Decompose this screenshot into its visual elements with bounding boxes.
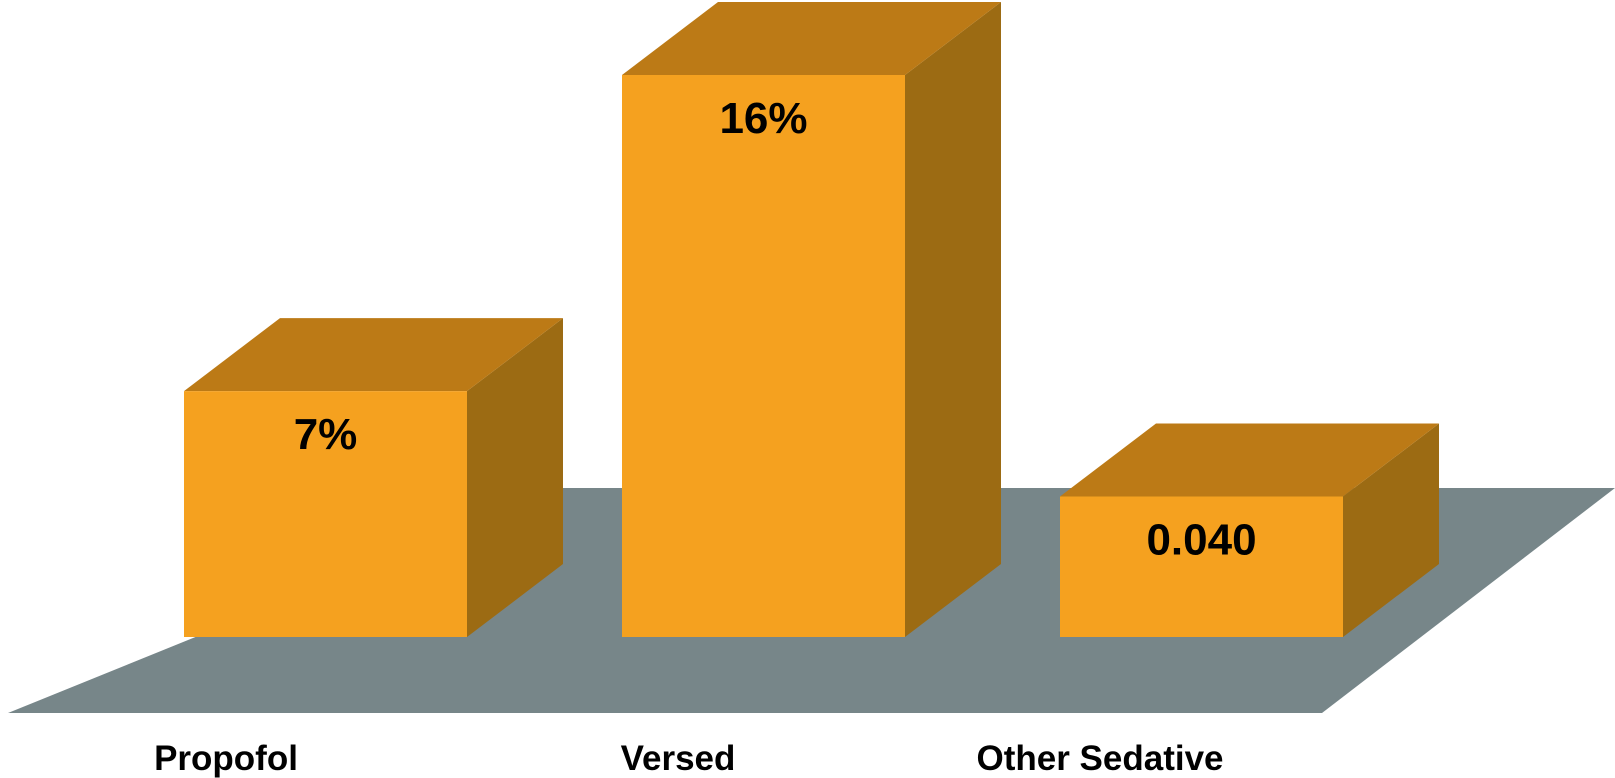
bar-top-face [622, 2, 1001, 75]
bar-side-face [1343, 423, 1439, 637]
category-label: Propofol [154, 739, 298, 778]
bar-versed: 16% [622, 2, 1001, 637]
data-label: 7% [294, 410, 358, 459]
category-labels-group: Propofol Versed Other Sedative [154, 739, 1223, 778]
bar-top-face [184, 318, 563, 392]
bar-side-face [467, 318, 563, 637]
bar-front-face [184, 391, 467, 637]
bar-front-face [1060, 496, 1343, 637]
bars-group: 7% 16% 0.040 [184, 2, 1439, 637]
bar-top-face [1060, 423, 1439, 497]
category-label: Versed [621, 739, 736, 778]
data-label: 0.040 [1146, 516, 1256, 565]
data-label: 16% [719, 94, 807, 143]
bar-propofol: 7% [184, 318, 563, 637]
bar-front-face [622, 75, 905, 637]
category-label: Other Sedative [976, 739, 1223, 778]
bar-other-sedative: 0.040 [1060, 423, 1439, 637]
bar-side-face [905, 2, 1001, 637]
